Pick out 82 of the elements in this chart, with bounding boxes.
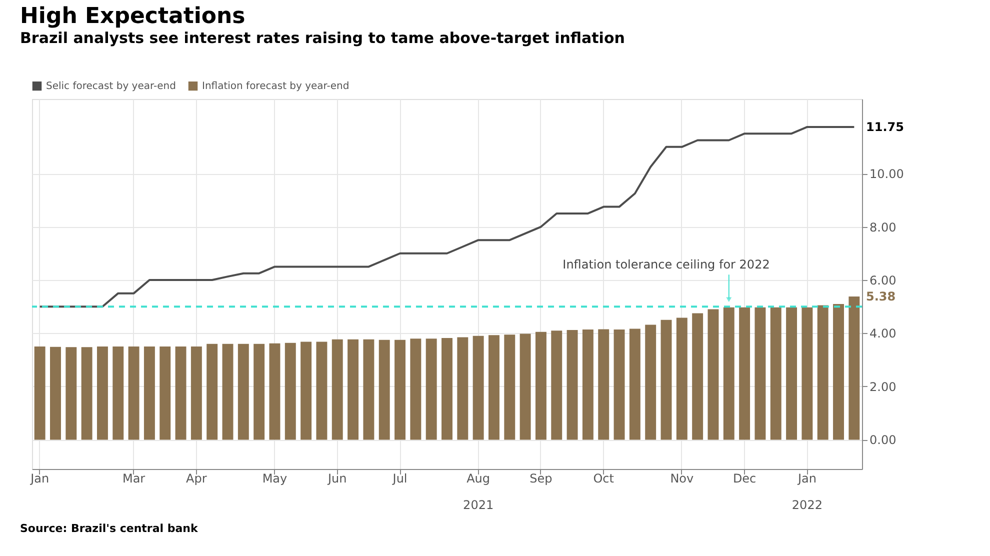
bar (551, 330, 562, 440)
bar (144, 346, 155, 440)
bar (504, 334, 516, 440)
bar (786, 307, 798, 440)
x-tick-label: Jan (796, 472, 816, 486)
x-tick-label: Jun (327, 472, 347, 486)
y-tick-label: 6.00 (870, 274, 896, 288)
y-tick-label: 0.00 (870, 433, 896, 448)
bar (723, 307, 734, 440)
x-tick-label: Sep (530, 472, 552, 486)
bar (629, 328, 640, 440)
bar (692, 313, 704, 440)
x-tick-label: Dec (732, 472, 756, 486)
y-tick-label: 8.00 (870, 220, 896, 234)
bar (754, 307, 766, 440)
bar (206, 344, 218, 440)
bar (520, 334, 531, 440)
text: 2021 (463, 498, 494, 512)
legend-label: Selic forecast by year-end (46, 81, 176, 92)
bar (222, 344, 234, 440)
bar (96, 346, 108, 440)
bar (848, 296, 860, 440)
bar (582, 330, 594, 440)
bar (284, 342, 296, 440)
bar (410, 338, 422, 440)
bar (378, 340, 390, 440)
bar (81, 347, 92, 440)
x-tick-label: May (262, 472, 288, 486)
bar (34, 346, 46, 440)
bar (300, 342, 312, 440)
legend-label: Inflation forecast by year-end (202, 81, 350, 92)
text: 5.38 (866, 290, 896, 304)
x-tick-label: Nov (670, 472, 694, 486)
bar (472, 336, 484, 440)
bar (394, 340, 406, 440)
bar (833, 304, 844, 440)
bar (676, 318, 688, 440)
bar (566, 330, 578, 440)
bar (645, 324, 656, 440)
bar (363, 339, 374, 440)
bar (50, 346, 61, 440)
line-series (38, 126, 856, 308)
bar (802, 307, 813, 440)
x-tick-label: Aug (466, 472, 490, 486)
y-tick-label: 10.00 (870, 167, 904, 182)
text: 2022 (792, 498, 822, 512)
x-tick-label: Apr (186, 472, 207, 486)
x-tick-label: Mar (122, 472, 146, 486)
bar (660, 320, 672, 440)
bar (488, 335, 500, 440)
source-note: Source: Brazil's central bank (20, 522, 199, 535)
bar (598, 329, 610, 440)
bar (332, 339, 343, 440)
bar (535, 332, 546, 440)
bar (128, 346, 140, 440)
chart-subtitle: Brazil analysts see interest rates raising to tame above-target inflation (20, 29, 625, 47)
bar (739, 307, 750, 440)
bar (238, 344, 249, 440)
bar (770, 307, 782, 440)
x-tick-label: Jul (392, 472, 408, 486)
bar (708, 309, 719, 440)
bar (112, 346, 124, 440)
bar (160, 346, 171, 440)
text: 11.75 (866, 120, 904, 134)
bar (254, 344, 265, 440)
x-tick-label: Oct (593, 472, 614, 486)
bar (442, 338, 452, 440)
bar (817, 305, 828, 440)
chart-title: High Expectations (20, 4, 246, 29)
bar (426, 338, 437, 440)
bar (190, 346, 202, 440)
ref-line-label: Inflation tolerance ceiling for 2022 (562, 258, 770, 272)
bar (66, 347, 77, 440)
bar (175, 346, 186, 440)
bar (269, 343, 280, 440)
bar (316, 342, 328, 440)
bar (348, 339, 359, 440)
bar (457, 337, 468, 440)
y-tick-label: 2.00 (870, 380, 896, 394)
x-tick-label: Jan (30, 472, 50, 486)
bar (614, 330, 625, 440)
y-tick-label: 4.00 (870, 326, 896, 341)
